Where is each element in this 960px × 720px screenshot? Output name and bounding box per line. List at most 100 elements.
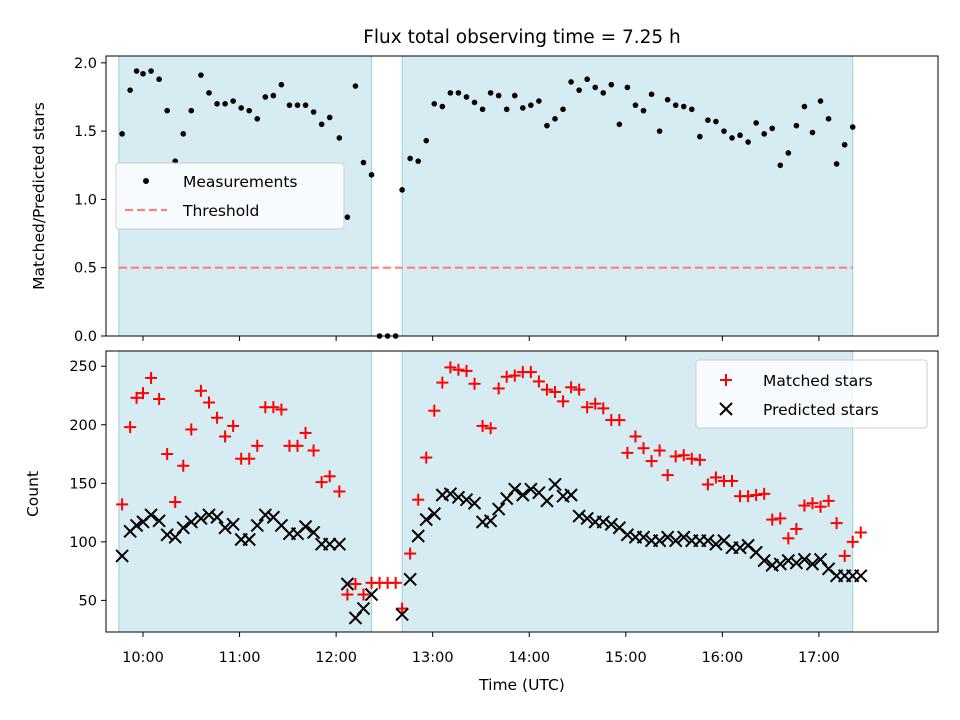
measurement-point [431, 101, 438, 107]
measurement-point [164, 107, 170, 114]
predicted-star-point [483, 514, 498, 528]
matched-star-point [412, 493, 425, 506]
predicted-star-point [677, 530, 691, 544]
predicted-marker-stroke [532, 485, 546, 500]
predicted-star-point [298, 519, 313, 534]
matched-star-point [589, 397, 602, 410]
predicted-star-point [797, 552, 812, 567]
predicted-marker-stroke [773, 557, 787, 571]
predicted-star-point [733, 540, 747, 555]
x-tick-label: 10:00 [122, 650, 164, 666]
predicted-star-point [258, 508, 273, 522]
observing-window-band [401, 55, 854, 337]
x-tick-label: 14:00 [508, 650, 550, 666]
predicted-marker-stroke [332, 537, 347, 551]
predicted-star-point [660, 530, 675, 544]
matched-star-point [396, 602, 409, 615]
matched-star-point [830, 517, 843, 530]
measurement-point [336, 135, 343, 141]
predicted-marker-stroke [467, 496, 482, 510]
predicted-star-point [604, 517, 619, 531]
matched-star-point [137, 387, 150, 400]
y-tick-label: 2.0 [74, 56, 97, 72]
measurement-point [841, 141, 848, 148]
matched-star-point [227, 419, 240, 432]
matched-star-point [267, 401, 280, 414]
measurement-point [624, 84, 631, 91]
matched-star-point [291, 439, 304, 452]
predicted-star-point [652, 533, 667, 548]
measurement-point [753, 120, 759, 126]
legend-matched-label: Matched stars [763, 372, 873, 390]
predicted-marker-stroke [411, 529, 425, 543]
matched-star-point [145, 371, 158, 384]
matched-star-point [677, 449, 690, 462]
matched-star-point [854, 526, 867, 539]
matched-star-point [202, 396, 215, 409]
predicted-marker-stroke [298, 519, 313, 534]
predicted-marker-stroke [427, 507, 442, 521]
matched-star-point [161, 448, 174, 461]
predicted-marker-stroke [364, 587, 379, 602]
matched-star-point [742, 490, 755, 503]
predicted-marker-stroke [129, 518, 144, 533]
predicted-star-point [789, 556, 804, 570]
predicted-star-point [184, 515, 198, 529]
predicted-marker-stroke [564, 488, 578, 502]
measurement-point [560, 106, 566, 113]
matched-star-point [243, 452, 256, 465]
matched-star-point [621, 446, 634, 459]
matched-star-point [130, 391, 143, 404]
y-tick-label: 200 [69, 418, 97, 434]
matched-star-point [476, 419, 489, 432]
matched-star-point [581, 401, 594, 414]
matched-star-point [557, 395, 570, 408]
predicted-marker-stroke [580, 511, 594, 526]
predicted-marker-stroke [184, 515, 198, 529]
measurement-point [680, 103, 687, 110]
measurement-points [119, 68, 856, 339]
matched-star-point [814, 500, 827, 513]
predicted-star-point [580, 511, 594, 526]
count-x-ticks: 10:00 11:00 12:00 13:00 14:00 15:00 16:00 17:00 [122, 632, 840, 666]
predicted-star-point [636, 530, 651, 544]
matched-star-point [709, 471, 722, 484]
predicted-marker-stroke [144, 508, 158, 522]
x-tick-label: 17:00 [798, 650, 840, 666]
measurement-point [729, 135, 735, 141]
predicted-star-point [160, 528, 174, 542]
matched-star-point [500, 370, 513, 383]
matched-star-point [315, 476, 328, 489]
measurement-point [360, 159, 367, 166]
count-legend: Matched stars Predicted stars [695, 359, 928, 429]
measurement-point [148, 68, 154, 74]
measurement-point [344, 214, 351, 220]
ratio-x-ticks [142, 336, 820, 341]
predicted-marker-stroke [821, 562, 836, 576]
predicted-star-point [709, 537, 723, 551]
measurement-point [528, 102, 534, 108]
measurement-point [415, 158, 422, 164]
ratio-y-ticks: 0.0 0.5 1.0 1.5 2.0 [74, 56, 106, 345]
measurement-point [721, 128, 727, 134]
y-tick-label: 0.5 [74, 261, 97, 277]
measurement-point [238, 105, 244, 111]
measurement-point [745, 139, 751, 145]
predicted-star-point [668, 533, 683, 548]
predicted-star-point [340, 577, 355, 591]
measurement-point [503, 106, 510, 113]
predicted-marker-stroke [516, 488, 530, 502]
measurement-point [198, 72, 204, 78]
measurement-point [222, 101, 228, 107]
measurement-point [270, 92, 277, 99]
predicted-marker-stroke [258, 508, 273, 522]
measurement-point [180, 131, 187, 137]
predicted-marker-stroke [596, 515, 610, 529]
matched-star-point [389, 576, 402, 589]
measurement-point [688, 106, 695, 113]
predicted-star-point [548, 477, 562, 492]
measurement-point [552, 116, 558, 122]
x-tick-label: 15:00 [605, 650, 647, 666]
measurement-point [463, 94, 470, 100]
legend-measurements-label: Measurements [183, 173, 298, 191]
